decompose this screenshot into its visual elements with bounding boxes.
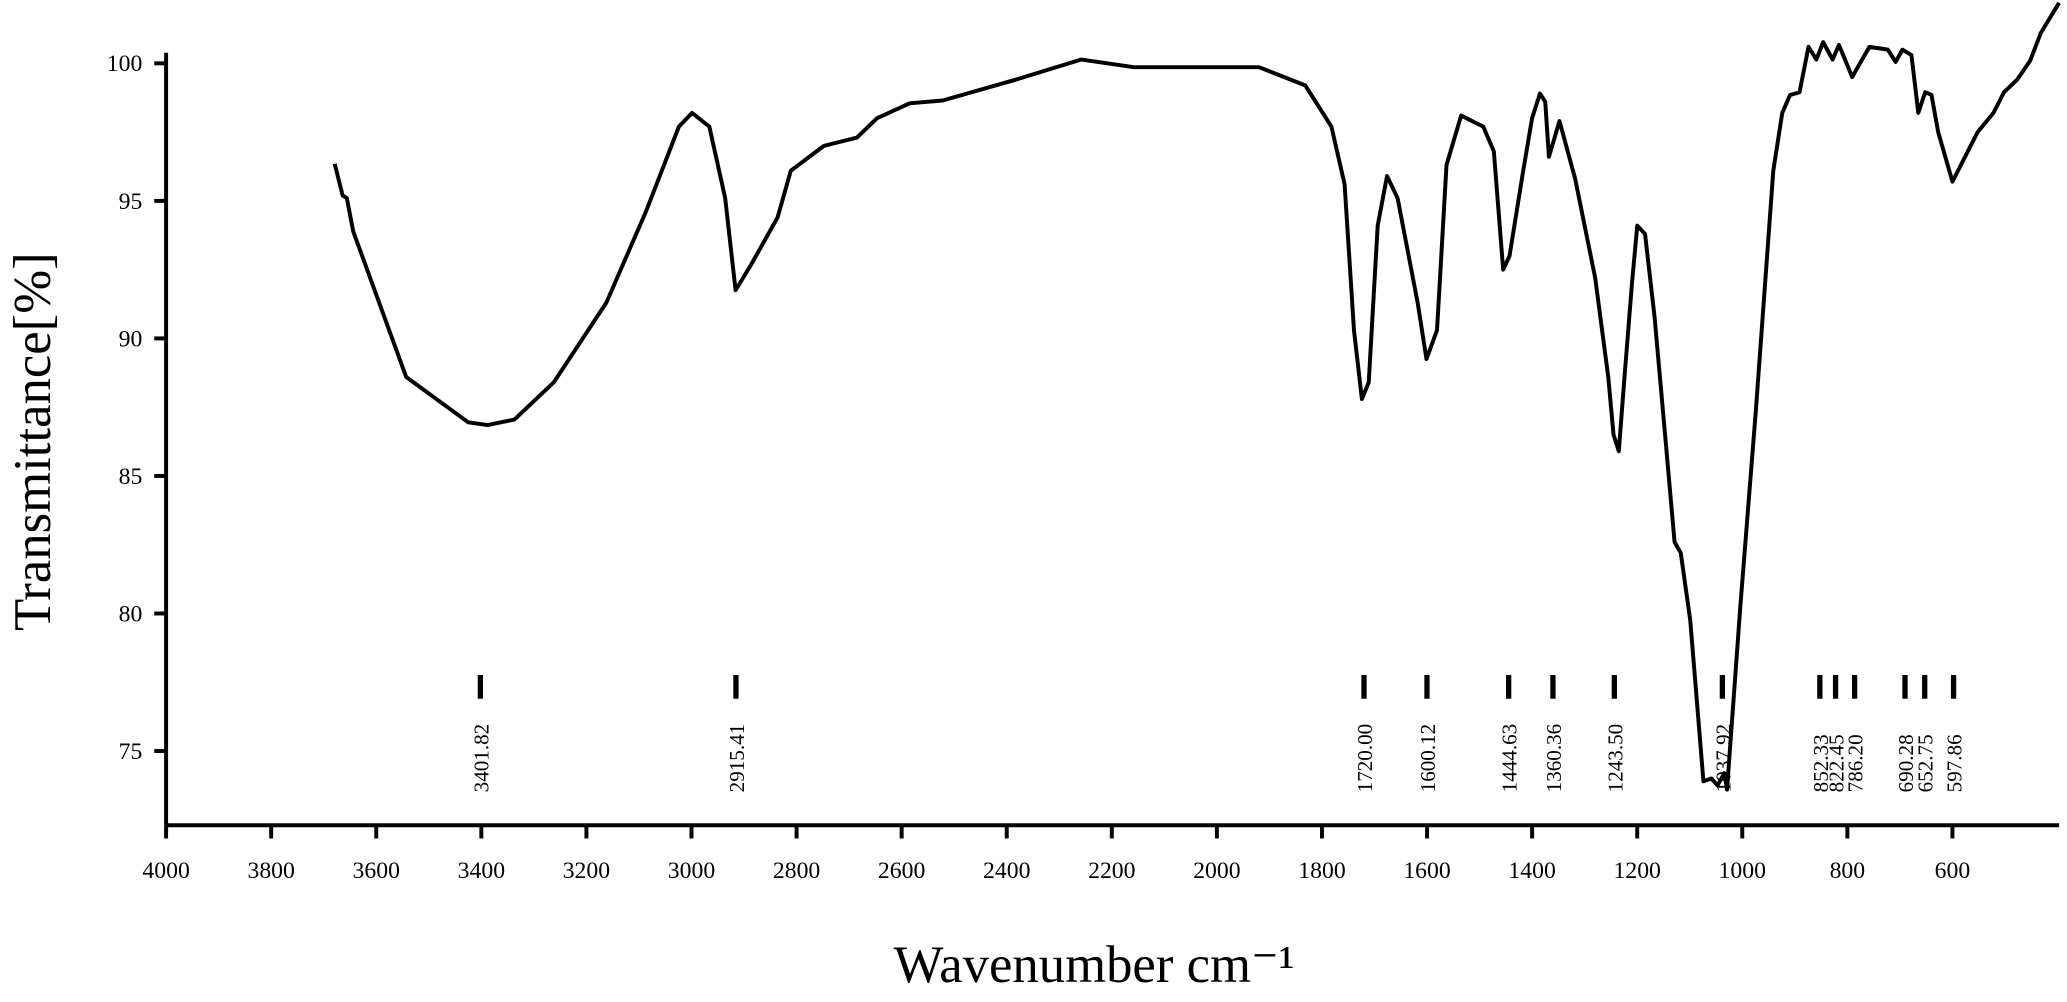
peak-label: 822.45 [1824,734,1848,792]
x-tick-label: 3000 [668,858,715,884]
x-tick-label: 1000 [1719,858,1766,884]
peak-label: 1360.36 [1542,724,1566,793]
x-axis-label: Wavenumber cm⁻¹ [894,936,1295,994]
peak-label: 852.33 [1809,734,1833,792]
x-tick-label: 1600 [1403,858,1450,884]
peak-label: 1037.92 [1711,724,1735,793]
peak-label: 652.75 [1914,734,1938,792]
x-tick-label: 3600 [353,858,400,884]
x-tick-label: 2200 [1088,858,1135,884]
x-tick-label: 4000 [142,858,189,884]
peak-label: 3401.82 [469,724,493,793]
x-tick-label: 600 [1935,858,1971,884]
y-axis-label: Transmittance[%] [4,252,62,631]
x-tick-label: 800 [1830,858,1866,884]
peak-label: 1600.12 [1416,724,1440,793]
x-tick-label: 2600 [878,858,925,884]
spectrum-line [332,1,2061,792]
peak-label: 786.20 [1844,734,1868,792]
y-tick-label: 95 [119,189,143,215]
x-tick-label: 1400 [1508,858,1555,884]
peak-label: 2915.41 [725,724,749,793]
peak-label: 597.86 [1942,734,1966,792]
peak-label: 1243.50 [1603,724,1627,793]
x-tick-label: 3400 [458,858,505,884]
x-tick-label: 2000 [1193,858,1240,884]
x-tick-label: 2400 [983,858,1030,884]
y-tick-label: 100 [107,51,143,77]
peak-label: 1444.63 [1498,724,1522,793]
peak-label: 690.28 [1894,734,1918,792]
peak-label: 1720.00 [1353,724,1377,793]
y-tick-label: 80 [119,601,143,627]
y-tick-label: 75 [119,739,143,765]
x-tick-label: 3800 [247,858,294,884]
x-tick-label: 1800 [1298,858,1345,884]
x-tick-label: 3200 [563,858,610,884]
y-tick-label: 85 [119,464,143,490]
x-tick-label: 2800 [773,858,820,884]
y-tick-label: 90 [119,326,143,352]
x-tick-label: 1200 [1613,858,1660,884]
